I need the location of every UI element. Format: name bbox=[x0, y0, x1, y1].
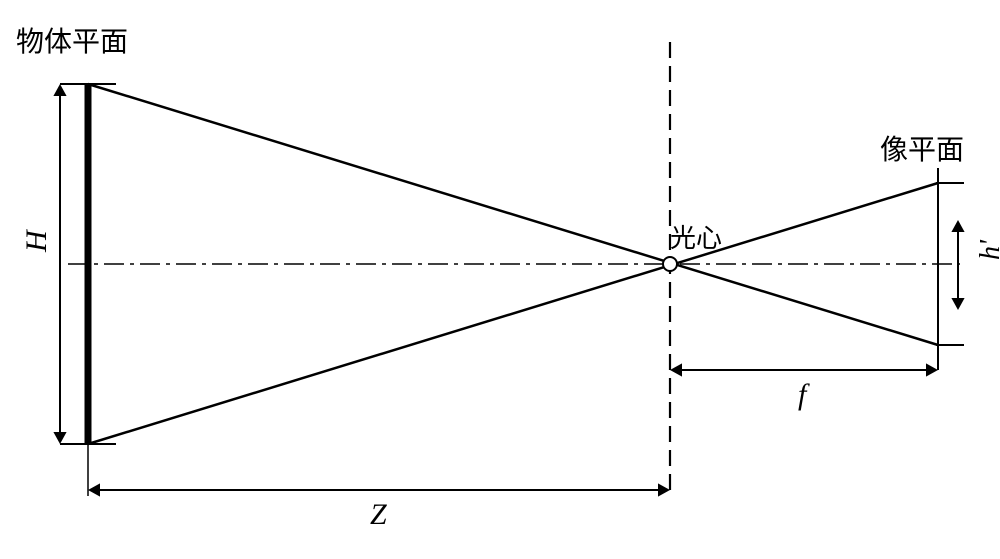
optical-center-label: 光心 bbox=[670, 218, 722, 255]
object-plane-label: 物体平面 bbox=[16, 20, 128, 60]
H-label: H bbox=[20, 230, 54, 252]
image-plane-label: 像平面 bbox=[880, 128, 964, 168]
f-label: f bbox=[798, 378, 806, 412]
optics-diagram bbox=[0, 0, 1000, 559]
h-prime-label: h' bbox=[975, 240, 1000, 260]
Z-label: Z bbox=[370, 498, 387, 532]
